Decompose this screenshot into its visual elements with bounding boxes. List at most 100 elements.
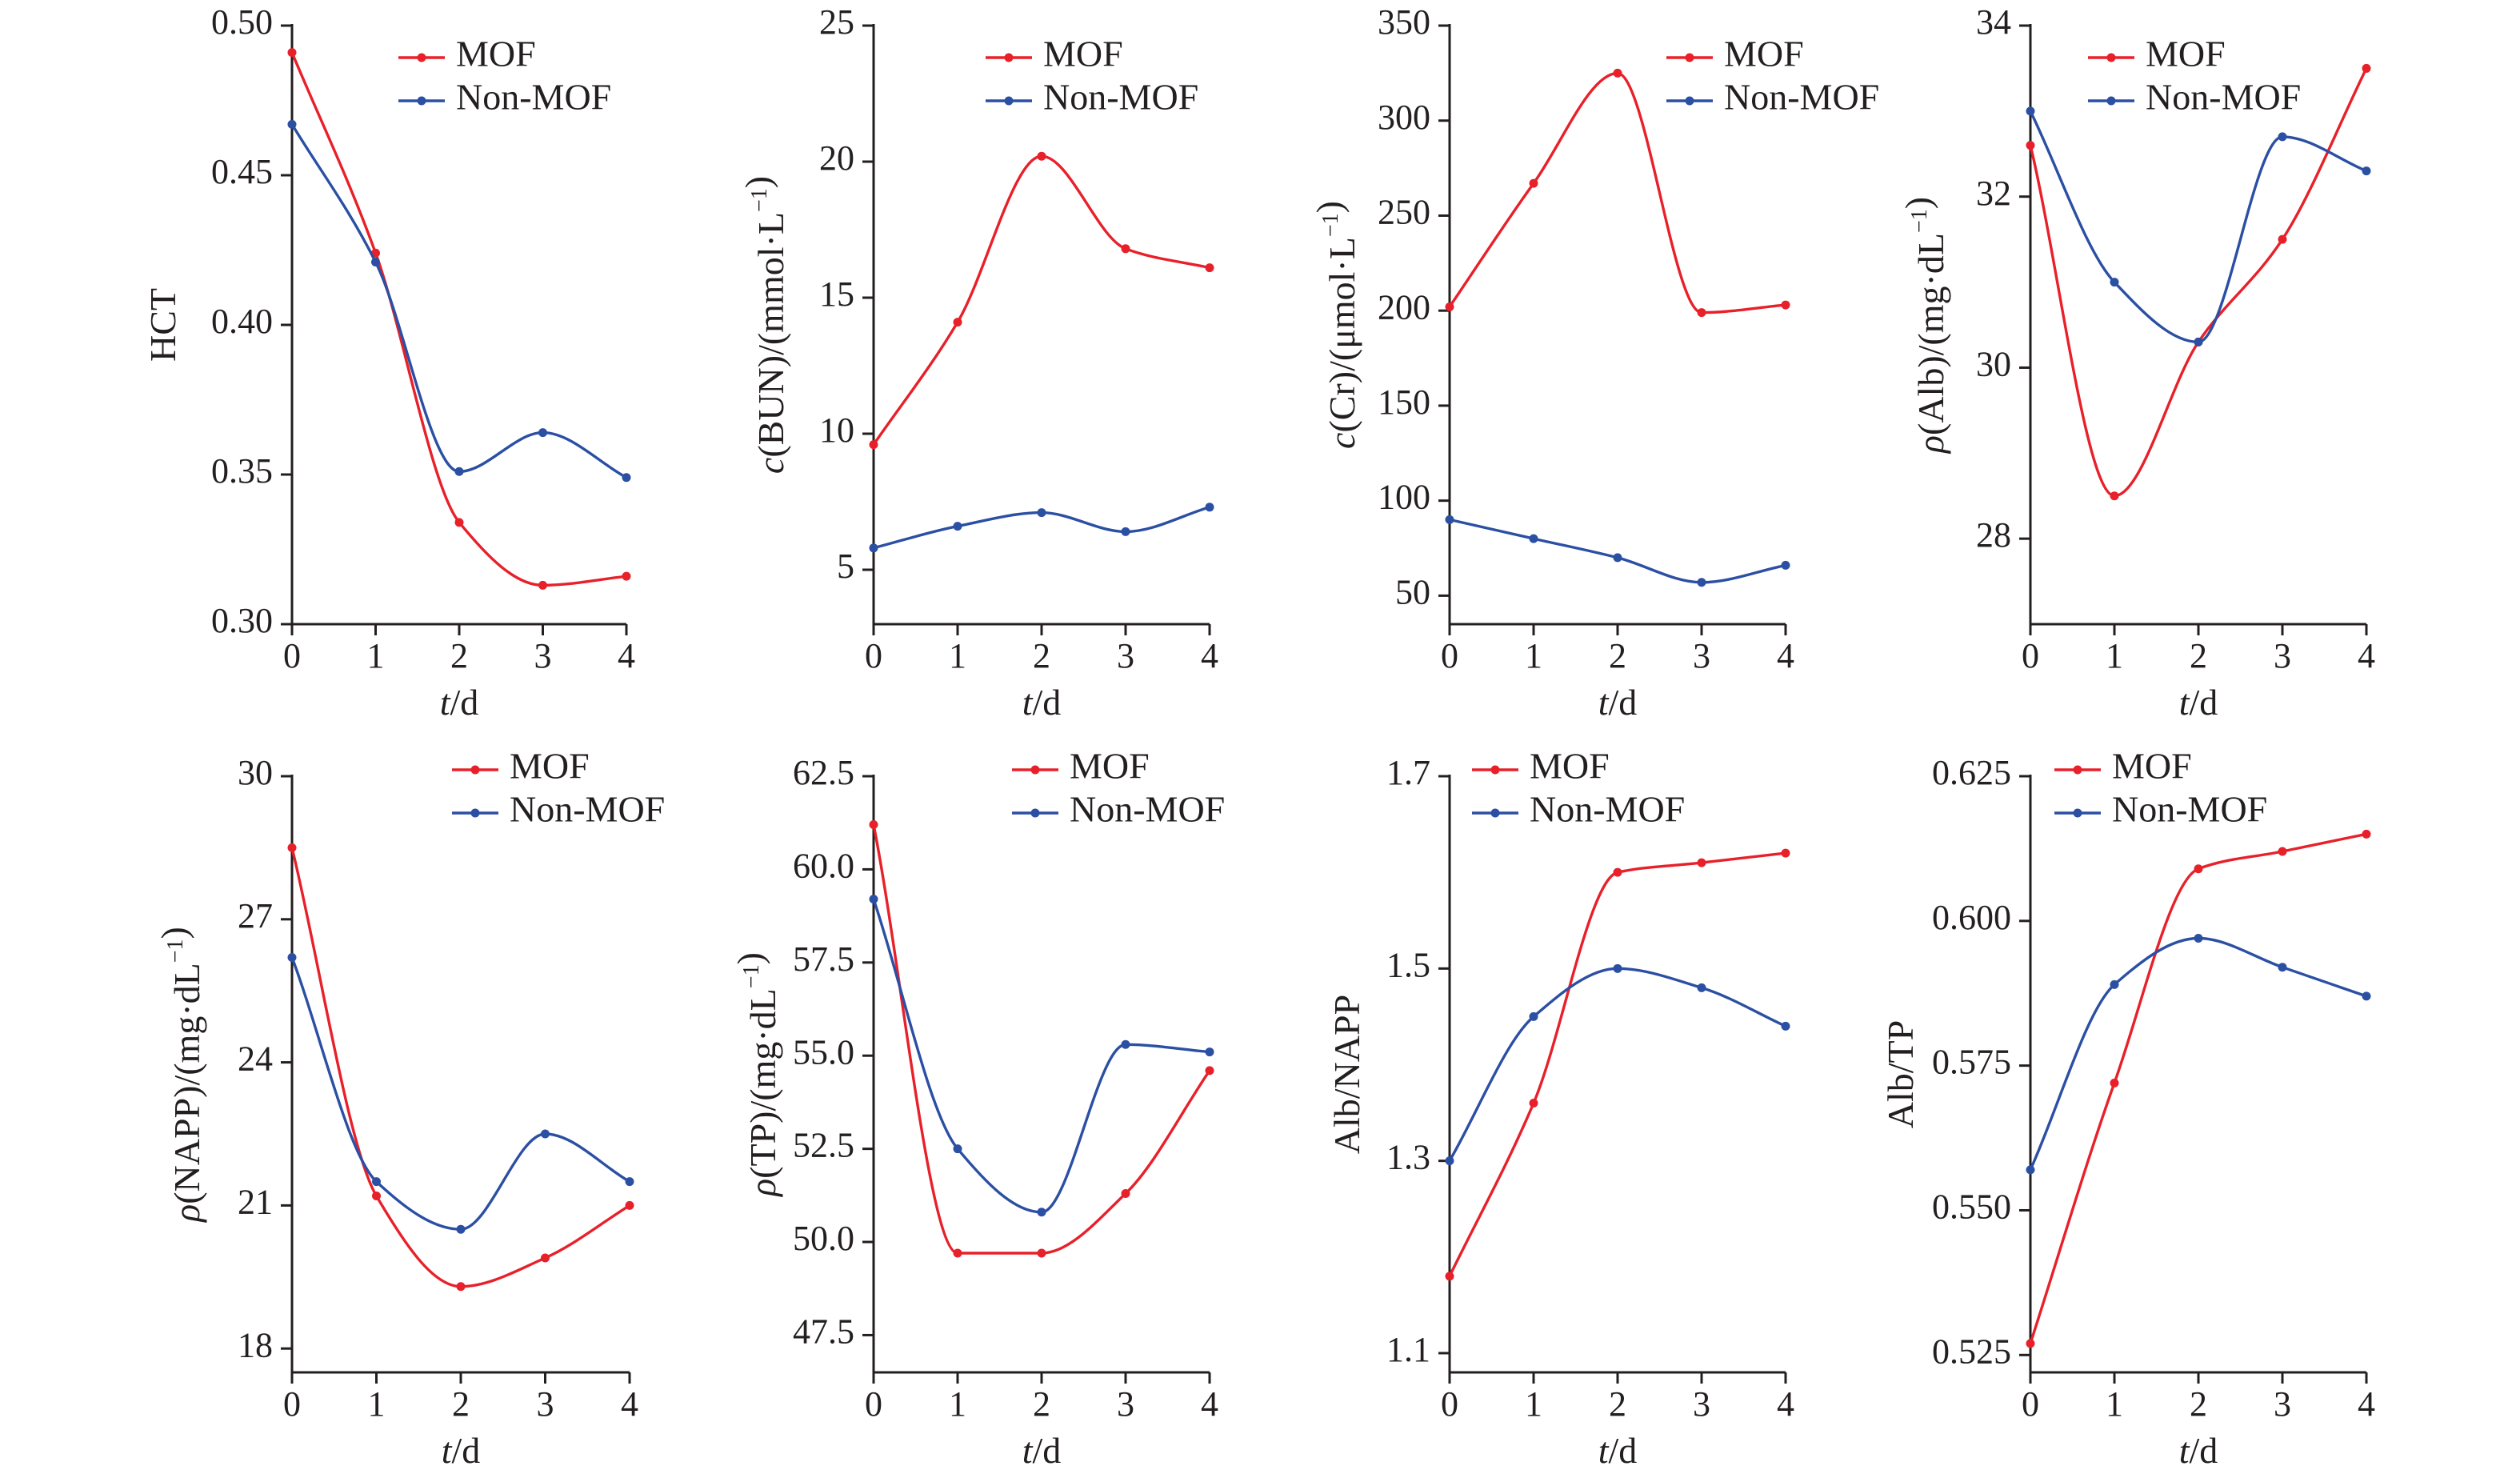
data-point-mof xyxy=(1121,244,1130,254)
data-point-mof xyxy=(1529,1099,1538,1108)
y-tick-label: 30 xyxy=(1976,345,2011,384)
data-point-non-mof xyxy=(371,257,380,266)
x-tick-label: 0 xyxy=(865,636,882,675)
data-point-mof xyxy=(541,1253,550,1263)
x-tick-label: 4 xyxy=(1201,636,1218,675)
data-point-mof xyxy=(287,843,297,852)
x-axis-title: t/d xyxy=(442,1430,481,1471)
legend-label-non-mof: Non-MOF xyxy=(1070,789,1225,830)
series-line-non-mof xyxy=(2029,110,2368,344)
data-point-mof xyxy=(2110,1078,2119,1087)
legend-marker xyxy=(2106,53,2116,62)
data-point-non-mof xyxy=(622,473,631,483)
data-point-mof xyxy=(1037,1248,1046,1258)
x-tick-label: 1 xyxy=(367,636,385,675)
data-point-mof xyxy=(1781,300,1790,310)
data-point-non-mof xyxy=(1613,553,1622,563)
data-point-mof xyxy=(1445,1272,1454,1281)
data-point-mof xyxy=(1205,1066,1214,1075)
legend-label-non-mof: Non-MOF xyxy=(2112,789,2267,830)
legend-marker xyxy=(2073,808,2082,818)
y-tick-label: 27 xyxy=(238,896,273,935)
x-tick-label: 4 xyxy=(621,1384,638,1424)
legend-label-mof: MOF xyxy=(510,746,590,787)
series-line-mof xyxy=(872,154,1211,447)
data-point-mof xyxy=(454,518,464,527)
x-tick-label: 3 xyxy=(1693,1384,1710,1424)
legend-marker xyxy=(2073,765,2082,775)
x-tick-label: 4 xyxy=(618,636,635,675)
x-tick-label: 2 xyxy=(1033,1384,1050,1424)
series-line-non-mof xyxy=(290,955,631,1231)
chart-panel-8: 0.525 0.550 0.575 0.600 0.625 0 1 2 3 4 t/d Alb/TP M… xyxy=(1880,746,2375,1471)
data-point-non-mof xyxy=(1205,503,1214,512)
x-tick-label: 1 xyxy=(949,636,966,675)
data-point-mof xyxy=(1613,68,1622,78)
y-axis-title: HCT xyxy=(142,288,183,362)
y-axis-title: Alb/NAPP xyxy=(1326,995,1367,1154)
series-line-mof xyxy=(290,846,631,1288)
data-point-non-mof xyxy=(538,428,547,438)
y-tick-label: 150 xyxy=(1378,383,1430,422)
legend-marker xyxy=(1685,96,1694,106)
data-point-non-mof xyxy=(1697,578,1706,587)
y-tick-label: 25 xyxy=(819,2,854,42)
y-tick-label: 15 xyxy=(819,274,854,314)
data-point-mof xyxy=(2026,1339,2035,1348)
x-tick-label: 2 xyxy=(450,636,468,675)
x-axis-title: t/d xyxy=(1598,1430,1638,1471)
x-tick-label: 2 xyxy=(1033,636,1050,675)
y-tick-label: 60.0 xyxy=(793,847,854,886)
y-axis-title: c(BUN)/(mmol·L−1) xyxy=(738,176,791,474)
y-tick-label: 250 xyxy=(1378,193,1430,232)
x-tick-label: 1 xyxy=(2106,1384,2123,1424)
y-tick-label: 100 xyxy=(1378,478,1430,517)
data-point-mof xyxy=(2362,829,2371,839)
y-tick-label: 50.0 xyxy=(793,1219,854,1258)
x-tick-label: 1 xyxy=(949,1384,966,1424)
data-point-mof xyxy=(2278,847,2287,856)
y-tick-label: 0.625 xyxy=(1932,753,2011,792)
data-point-mof xyxy=(2026,141,2035,150)
data-point-mof xyxy=(869,820,878,830)
data-point-non-mof xyxy=(2362,166,2371,176)
y-tick-label: 57.5 xyxy=(793,939,854,979)
data-point-mof xyxy=(538,580,547,590)
y-tick-label: 0.550 xyxy=(1932,1188,2011,1227)
data-point-mof xyxy=(1613,867,1622,877)
data-point-non-mof xyxy=(1445,515,1454,524)
x-tick-label: 2 xyxy=(1609,1384,1626,1424)
series-line-non-mof xyxy=(1448,967,1787,1163)
data-point-mof xyxy=(2362,63,2371,73)
data-point-mof xyxy=(1205,263,1214,273)
x-tick-label: 0 xyxy=(283,1384,301,1424)
y-axis-title: ρ(NAPP)/(mg·dL−1) xyxy=(154,927,207,1224)
data-point-non-mof xyxy=(869,543,878,553)
y-axis-title: ρ(TP)/(mg·dL−1) xyxy=(730,952,783,1198)
series-line-non-mof xyxy=(290,122,628,479)
x-tick-label: 3 xyxy=(1117,1384,1134,1424)
y-tick-label: 0.45 xyxy=(211,152,273,191)
y-axis-title: c(Cr)/(μmol·L−1) xyxy=(1309,201,1362,449)
y-tick-label: 1.3 xyxy=(1386,1138,1430,1177)
series-line-mof xyxy=(2029,832,2368,1345)
data-point-non-mof xyxy=(953,522,962,531)
legend-label-mof: MOF xyxy=(1043,34,1123,74)
y-tick-label: 200 xyxy=(1378,287,1430,326)
legend-label-non-mof: Non-MOF xyxy=(456,77,611,118)
data-point-mof xyxy=(2110,491,2119,501)
legend-label-non-mof: Non-MOF xyxy=(1043,77,1198,118)
data-point-non-mof xyxy=(2026,106,2035,116)
legend-label-non-mof: Non-MOF xyxy=(2146,77,2301,118)
data-point-non-mof xyxy=(625,1177,634,1187)
x-axis-title: t/d xyxy=(2179,1430,2218,1471)
data-point-mof xyxy=(625,1200,634,1210)
x-tick-label: 3 xyxy=(534,636,552,675)
data-point-non-mof xyxy=(287,952,297,962)
data-point-mof xyxy=(287,48,297,58)
series-line-non-mof xyxy=(1448,518,1787,584)
x-tick-label: 0 xyxy=(2022,636,2039,675)
legend-label-non-mof: Non-MOF xyxy=(510,789,665,830)
